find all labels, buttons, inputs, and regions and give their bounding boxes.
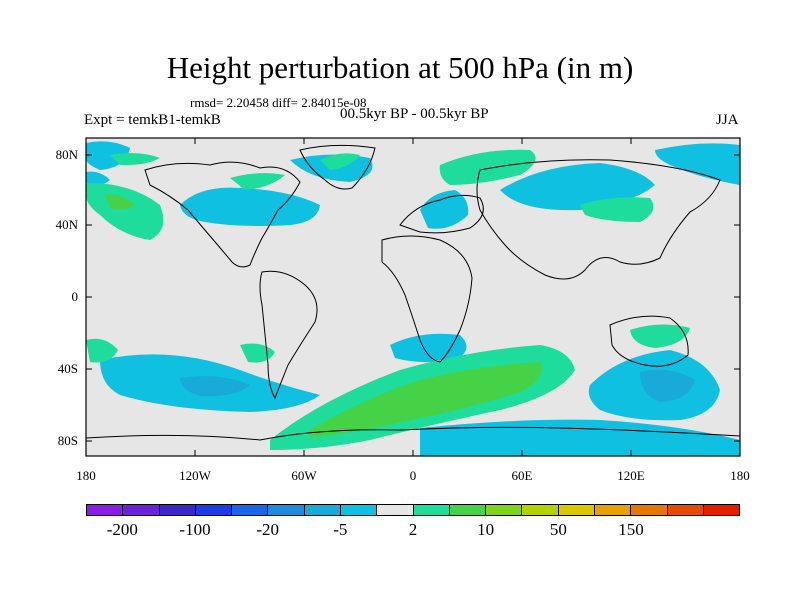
x-tick-label: 0 [410,468,417,483]
colorbar-box [268,505,305,515]
colorbar-box [123,505,160,515]
colorbar-box [558,505,595,515]
neg-region-southern-strip [420,419,740,456]
experiment-label: Expt = temkB1-temkB [84,112,221,128]
x-tick-label: 60W [291,468,317,483]
colorbar-box [486,505,523,515]
pos-region-arctic-greenland [320,153,360,170]
colorbar-label: -100 [179,520,211,539]
neg-region-north-america [180,187,320,226]
axes: 80N 40N 0 40S 80S 180 120W 60W 0 60E 120E 180 [56,137,750,483]
colorbar-box [304,505,341,515]
colorbar-label: -5 [333,520,348,539]
coastline-europe [399,194,484,234]
pos-core-north-pacific [105,194,135,210]
colorbar-label: 150 [618,520,644,539]
colorbar-box [87,505,124,515]
colorbar-box [232,505,269,515]
colorbar-box [340,505,378,515]
y-tick-label: 80N [56,147,79,162]
season-label: JJA [716,112,739,128]
neg-region-south-africa [390,333,467,363]
colorbar-label: 10 [477,520,495,539]
colorbar-box [631,505,668,515]
colorbar-box [703,505,740,515]
colorbar-box [377,505,414,515]
colorbar-box [667,505,704,515]
pos-region-canada [230,173,285,190]
x-tick-label: 120E [617,468,645,483]
coastline-africa [381,235,473,363]
period-label: 00.5kyr BP - 00.5kyr BP [340,106,489,122]
x-tick-label: 180 [76,468,96,483]
neg-region-pacific-north [655,143,740,185]
colorbar-label: 50 [549,520,567,539]
pos-region-arctic-west [110,153,160,166]
colorbar-box [522,505,559,515]
perturbation-field [86,141,740,456]
coastlines [86,144,740,441]
colorbar-box [594,505,632,515]
colorbar-label: -200 [106,520,138,539]
colorbar-label: 2 [408,520,418,539]
pos-region-north-pacific [86,182,164,240]
coastline-north-america [144,161,301,268]
x-tick-label: 120W [179,468,212,483]
colorbar-box [159,505,196,515]
y-tick-label: 40N [56,217,79,232]
pos-region-arctic-europe [439,149,536,185]
y-tick-label: 40S [58,361,78,376]
neg-core-south-pacific [180,376,250,397]
coastline-antarctica [86,426,740,441]
rmsd-diff-stats: rmsd= 2.20458 diff= 2.84015e-08 [190,95,367,110]
colorbar-label: -20 [256,520,279,539]
coastline-asia [476,159,721,280]
coastline-south-america [259,270,318,400]
colorbar-box [449,505,487,515]
y-tick-label: 0 [72,289,79,304]
colorbar-box [413,505,450,515]
y-tick-label: 80S [58,433,78,448]
neg-core-indian-ocean [640,369,695,402]
coastline-greenland [299,144,376,190]
x-tick-label: 180 [730,468,750,483]
coastline-australia [609,315,689,367]
pos-region-australia [630,324,690,348]
pos-core-south-atlantic [310,362,542,438]
colorbar-box [195,505,233,515]
x-tick-label: 60E [512,468,533,483]
neg-region-north-atlantic [420,190,469,229]
map-title: Height perturbation at 500 hPa (in m) [166,50,634,85]
pos-region-south-pacific-west [86,338,118,363]
colorbar [86,504,740,516]
pos-region-siberia [580,197,654,222]
neg-region-pacific-west-edge [86,171,110,187]
